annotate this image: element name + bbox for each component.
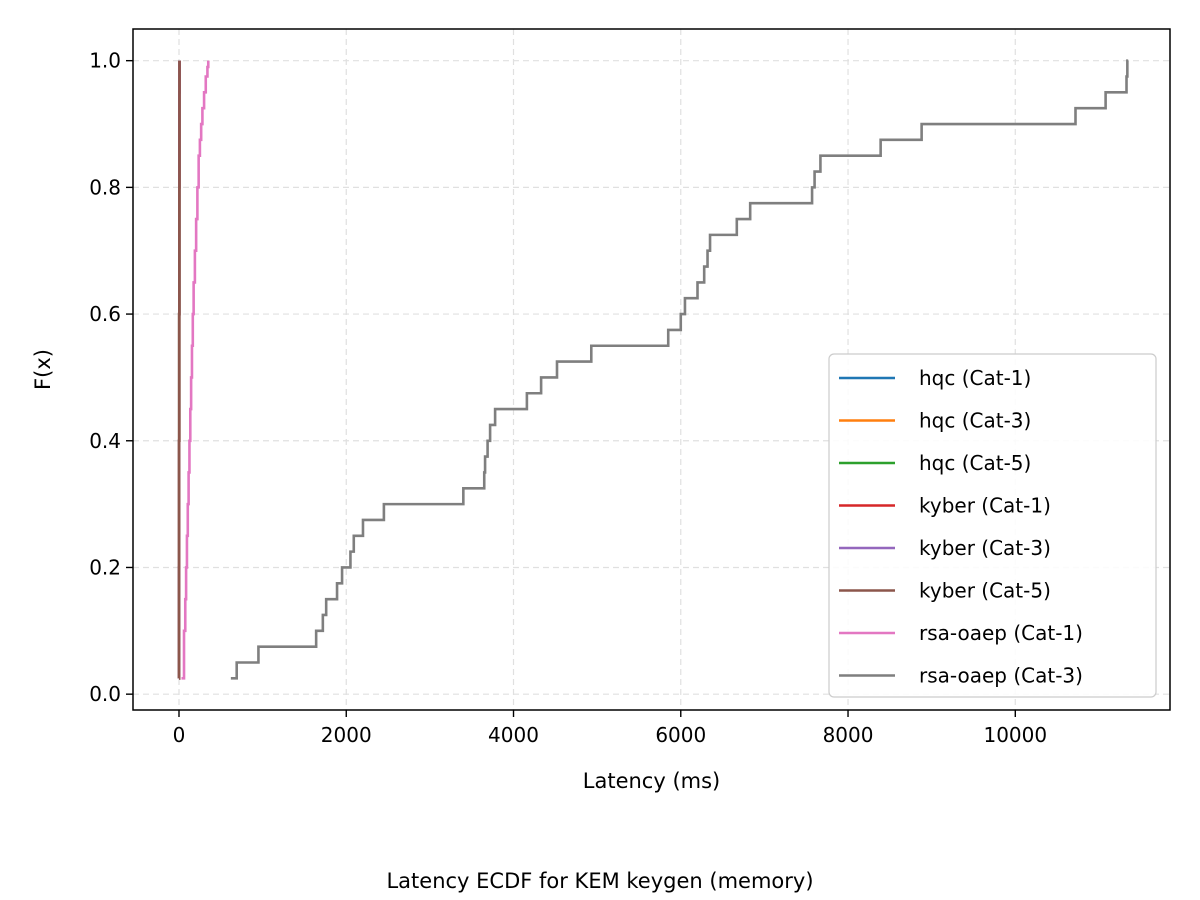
legend-label-kyber-cat-5: kyber (Cat-5) [919, 579, 1051, 603]
y-axis-label: F(x) [31, 349, 55, 390]
x-tick-label: 6000 [655, 723, 706, 747]
legend-box [828, 353, 1157, 698]
y-tick-label: 0.6 [89, 302, 121, 326]
x-tick-label: 10000 [983, 723, 1047, 747]
y-tick-label: 0.4 [89, 429, 121, 453]
legend-label-rsa-oaep-cat-3: rsa-oaep (Cat-3) [919, 664, 1083, 688]
chart-caption: Latency ECDF for KEM keygen (memory) [386, 869, 813, 893]
y-tick-label: 0.2 [89, 555, 121, 579]
y-tick-label: 0.8 [89, 175, 121, 199]
legend-label-kyber-cat-1: kyber (Cat-1) [919, 494, 1051, 518]
y-tick-label: 0.0 [89, 682, 121, 706]
legend-label-kyber-cat-3: kyber (Cat-3) [919, 536, 1051, 560]
legend-label-hqc-cat-1: hqc (Cat-1) [919, 366, 1031, 390]
legend: hqc (Cat-1) hqc (Cat-3) hqc (Cat-5) kyber (… [828, 353, 1157, 698]
series-line-rsa-oaep-cat-1 [181, 60, 210, 680]
plot-frame [132, 28, 1171, 711]
series-line-rsa-oaep-cat-3 [230, 59, 1129, 680]
x-tick-label: 4000 [488, 723, 539, 747]
legend-label-rsa-oaep-cat-1: rsa-oaep (Cat-1) [919, 621, 1083, 645]
x-tick-label: 8000 [823, 723, 874, 747]
x-tick-label: 2000 [321, 723, 372, 747]
x-axis-label: Latency (ms) [583, 769, 720, 793]
y-axis-ticks: 0.0 0.2 0.4 0.6 0.8 1.0 [89, 49, 133, 706]
legend-label-hqc-cat-3: hqc (Cat-3) [919, 409, 1031, 433]
y-tick-label: 1.0 [89, 49, 121, 73]
legend-label-hqc-cat-5: hqc (Cat-5) [919, 451, 1031, 475]
x-tick-label: 0 [173, 723, 186, 747]
x-axis-ticks: 0 2000 4000 6000 8000 10000 [173, 710, 1047, 747]
series-lines [177, 59, 1129, 680]
